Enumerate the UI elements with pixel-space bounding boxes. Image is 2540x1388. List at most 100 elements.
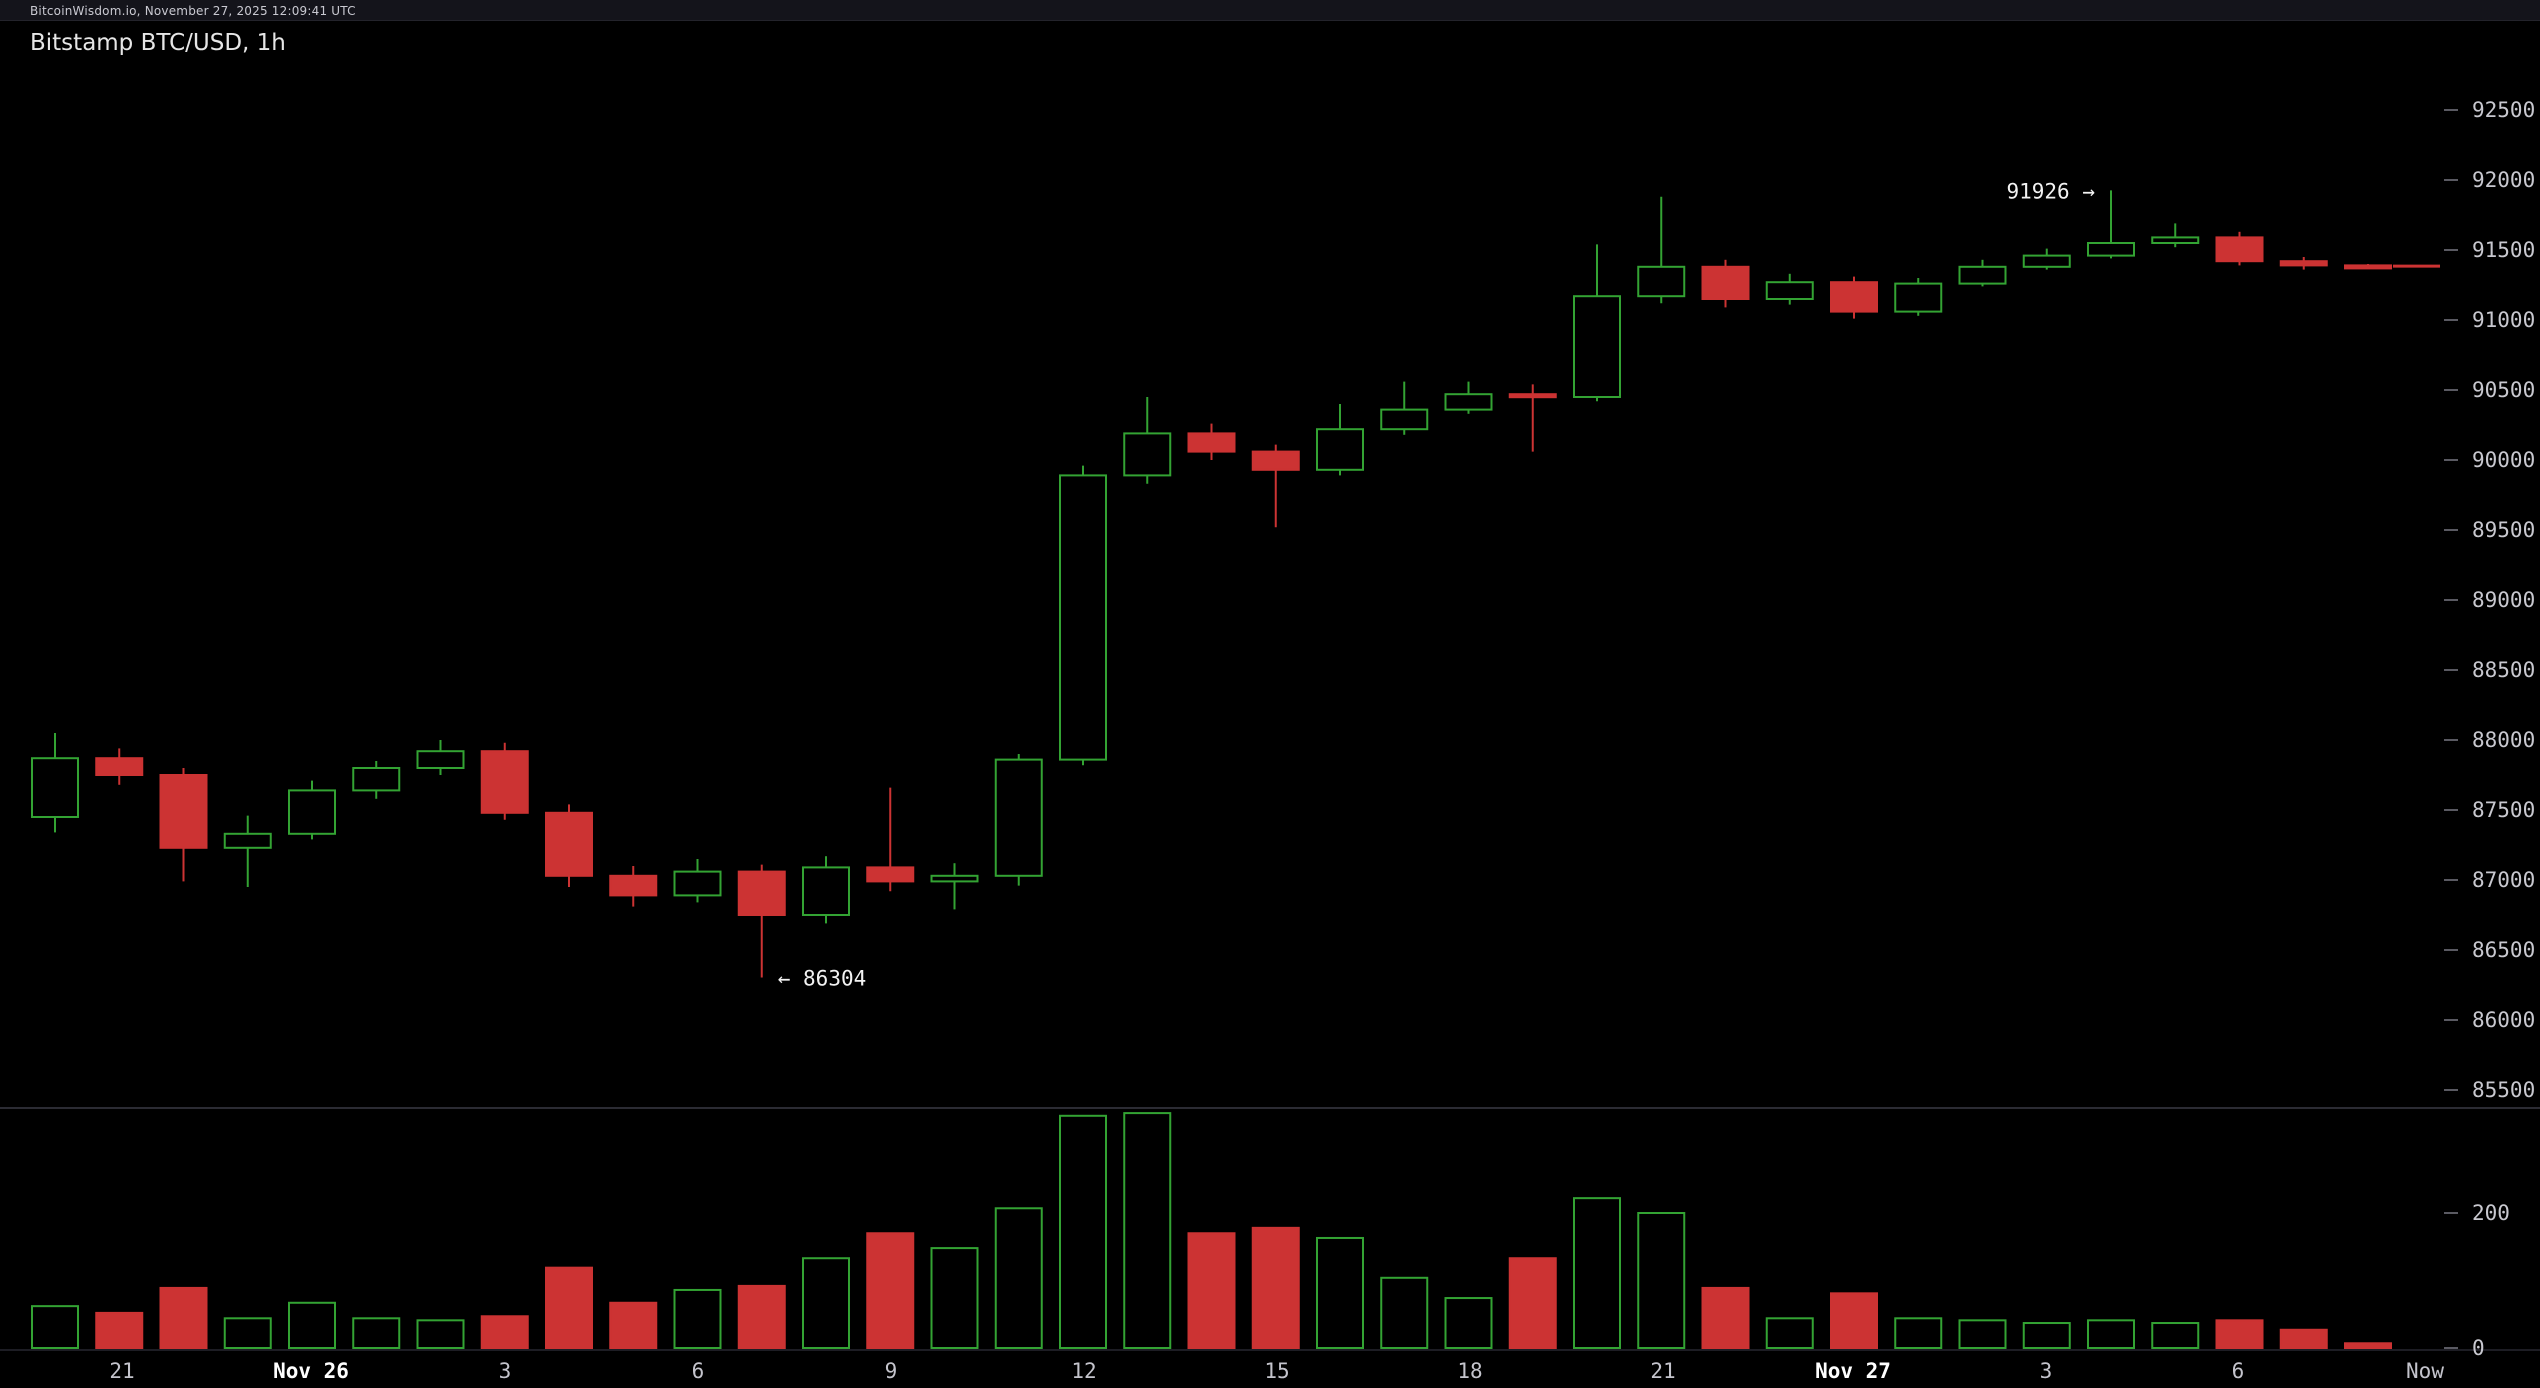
volume-bar bbox=[2344, 1342, 2392, 1350]
x-axis-label: Nov 27 bbox=[1815, 1359, 1891, 1383]
candle-up bbox=[288, 789, 336, 835]
volume-bar bbox=[1508, 1257, 1557, 1349]
y-axis-label: 91500 bbox=[2472, 238, 2535, 262]
x-axis-label: 12 bbox=[1071, 1359, 1096, 1383]
volume-bar bbox=[1444, 1297, 1493, 1350]
y-axis-label: 89500 bbox=[2472, 518, 2535, 542]
candle-down bbox=[1830, 281, 1878, 313]
y-axis-label: 89000 bbox=[2472, 588, 2535, 612]
y-axis-label: 91000 bbox=[2472, 308, 2535, 332]
candle-up bbox=[1059, 474, 1107, 761]
volume-bar bbox=[159, 1286, 208, 1350]
y-axis-label: 90500 bbox=[2472, 378, 2535, 402]
candle-down bbox=[737, 870, 786, 916]
candle-down bbox=[159, 774, 208, 849]
volume-bar bbox=[1123, 1112, 1172, 1349]
volume-bar bbox=[1765, 1317, 1814, 1350]
x-axis-label: Now bbox=[2406, 1359, 2444, 1383]
candle-up bbox=[1894, 282, 1943, 313]
x-axis-label: 6 bbox=[692, 1359, 705, 1383]
candle-up bbox=[416, 750, 465, 770]
candle-up bbox=[1573, 295, 1621, 399]
volume-bar bbox=[737, 1284, 786, 1350]
volume-bar bbox=[1637, 1212, 1686, 1349]
x-axis-label: 21 bbox=[1650, 1359, 1675, 1383]
candle-up bbox=[31, 757, 79, 819]
volume-bar bbox=[1894, 1317, 1943, 1350]
candle-up bbox=[1380, 408, 1429, 431]
x-axis-label: 18 bbox=[1457, 1359, 1482, 1383]
chart-title: Bitstamp BTC/USD, 1h bbox=[30, 30, 286, 56]
y-axis-label: 88000 bbox=[2472, 728, 2535, 752]
volume-bar bbox=[1573, 1197, 1621, 1350]
candle-up bbox=[994, 758, 1043, 877]
candle-up bbox=[1316, 428, 1364, 471]
candle-up bbox=[1765, 281, 1814, 301]
candle-up bbox=[1637, 265, 1686, 298]
x-axis-label: 3 bbox=[2040, 1359, 2053, 1383]
y-axis-label: 87500 bbox=[2472, 798, 2535, 822]
candle-up bbox=[1123, 432, 1172, 477]
volume-bar bbox=[673, 1288, 722, 1349]
y-axis-label: 92000 bbox=[2472, 168, 2535, 192]
volume-bar bbox=[609, 1301, 658, 1350]
candle-up bbox=[930, 874, 979, 883]
candle-up bbox=[223, 832, 272, 849]
volume-bar bbox=[1059, 1114, 1107, 1350]
volume-bar bbox=[1958, 1319, 2007, 1349]
candle-down bbox=[866, 866, 915, 883]
y-axis-label: 86000 bbox=[2472, 1008, 2535, 1032]
candle-down bbox=[1508, 393, 1557, 399]
volume-bar bbox=[2215, 1319, 2264, 1349]
candle-up bbox=[352, 767, 401, 792]
volume-bar bbox=[802, 1257, 850, 1349]
volume-bar bbox=[2022, 1322, 2071, 1350]
y-axis-label: 90000 bbox=[2472, 448, 2535, 472]
y-axis-label: 86500 bbox=[2472, 938, 2535, 962]
candle-up bbox=[1958, 265, 2007, 285]
volume-bar bbox=[1316, 1236, 1364, 1349]
volume-bar bbox=[1187, 1232, 1236, 1349]
volume-bar bbox=[95, 1311, 144, 1350]
candle-down bbox=[2344, 264, 2392, 270]
volume-bar bbox=[545, 1266, 593, 1350]
candle-down bbox=[1187, 432, 1236, 453]
x-axis-label: 21 bbox=[109, 1359, 134, 1383]
candle-up bbox=[2151, 236, 2200, 244]
x-axis-label: 6 bbox=[2232, 1359, 2245, 1383]
candle-down bbox=[2215, 236, 2264, 263]
volume-bar bbox=[31, 1305, 79, 1350]
x-axis-label: 9 bbox=[885, 1359, 898, 1383]
candle-down bbox=[1251, 450, 1300, 471]
candle-down bbox=[609, 874, 658, 897]
volume-bar bbox=[994, 1207, 1043, 1350]
candle-up bbox=[2022, 254, 2071, 268]
candle-down bbox=[480, 750, 529, 814]
candle-up bbox=[802, 866, 850, 917]
low-price-annotation: ← 86304 bbox=[778, 966, 867, 990]
candle-down bbox=[1701, 265, 1750, 300]
x-axis-label: Nov 26 bbox=[273, 1359, 349, 1383]
volume-bar bbox=[930, 1247, 979, 1349]
y-axis-label: 85500 bbox=[2472, 1078, 2535, 1102]
volume-bar bbox=[866, 1232, 915, 1349]
y-axis-label: 88500 bbox=[2472, 658, 2535, 682]
volume-axis-label: 200 bbox=[2472, 1201, 2510, 1225]
volume-bar bbox=[1701, 1286, 1750, 1350]
volume-axis-label: 0 bbox=[2472, 1336, 2485, 1360]
x-axis-label: 3 bbox=[499, 1359, 512, 1383]
candle-down bbox=[2279, 260, 2328, 267]
volume-bar bbox=[2087, 1319, 2135, 1349]
volume-bar bbox=[1380, 1276, 1429, 1350]
candle-up bbox=[673, 870, 722, 897]
volume-bar bbox=[2279, 1328, 2328, 1350]
candle-down bbox=[545, 811, 593, 877]
volume-bar bbox=[480, 1315, 529, 1350]
y-axis-label: 92500 bbox=[2472, 98, 2535, 122]
y-axis-label: 87000 bbox=[2472, 868, 2535, 892]
status-bar-text: BitcoinWisdom.io, November 27, 2025 12:0… bbox=[30, 4, 356, 18]
volume-bar bbox=[1251, 1226, 1300, 1349]
x-axis-label: 15 bbox=[1264, 1359, 1289, 1383]
